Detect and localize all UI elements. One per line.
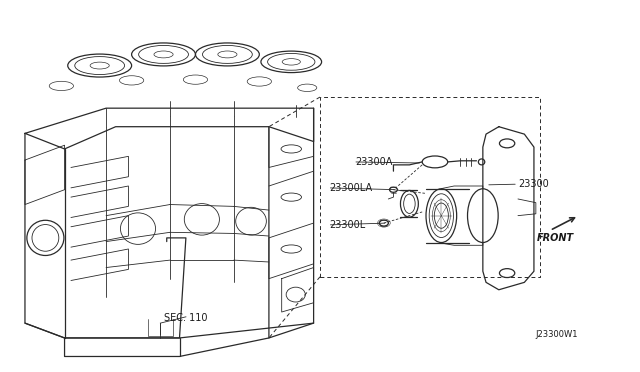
Text: SEC. 110: SEC. 110 xyxy=(164,312,207,323)
Text: 23300A: 23300A xyxy=(355,157,392,167)
Text: 23300L: 23300L xyxy=(330,220,366,230)
Text: J23300W1: J23300W1 xyxy=(535,330,577,339)
Text: 23300LA: 23300LA xyxy=(330,183,372,193)
Text: FRONT: FRONT xyxy=(537,233,574,243)
Text: 23300: 23300 xyxy=(518,179,548,189)
